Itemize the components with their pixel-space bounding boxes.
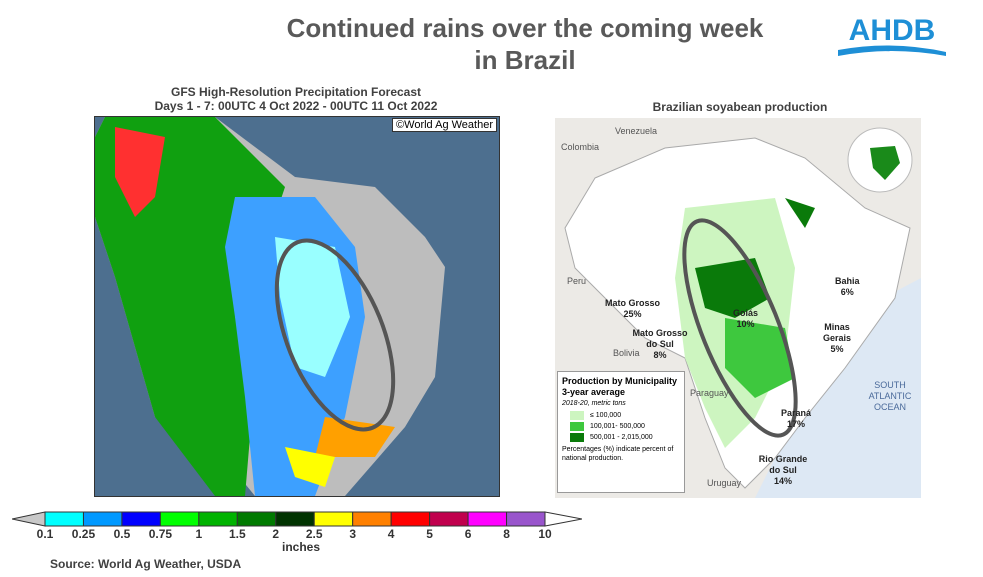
colorbar-segment: [236, 511, 277, 527]
state-pct: 5%: [830, 344, 844, 354]
legend-item: ≤ 100,000: [570, 411, 680, 420]
colorbar-tick-label: 2: [272, 527, 280, 541]
colorbar-tick-label: 5: [426, 527, 433, 541]
left-map-title-2: Days 1 - 7: 00UTC 4 Oct 2022 - 00UTC 11 …: [154, 99, 438, 113]
state-name: Mato Grosso do Sul: [632, 328, 688, 349]
legend-swatch: [570, 433, 584, 442]
colorbar-tick-label: 1: [195, 527, 203, 541]
colorbar-above-arrow: [544, 511, 582, 527]
legend-title: Production by Municipality 3-year averag…: [562, 376, 678, 397]
colorbar-segment: [159, 511, 200, 527]
state-name: Minas Gerais: [822, 322, 852, 343]
state-label: Minas Gerais 5%: [817, 322, 857, 355]
legend-item: 500,001 - 2,015,000: [570, 433, 680, 442]
colorbar-tick-label: 0.25: [71, 527, 96, 541]
precipitation-forecast-map: ©World Ag Weather: [94, 116, 500, 497]
legend-label: ≤ 100,000: [590, 412, 622, 419]
state-label: Paraná 17%: [781, 408, 811, 430]
state-label: Rio Grande do Sul 14%: [753, 454, 813, 487]
colorbar-tick-label: 6: [464, 527, 472, 541]
colorbar-unit: inches: [282, 540, 321, 554]
legend-item: 100,001- 500,000: [570, 422, 680, 431]
label-ocean: SOUTH ATLANTIC OCEAN: [868, 380, 912, 412]
watermark: ©World Ag Weather: [392, 118, 497, 132]
label-colombia: Colombia: [561, 142, 600, 152]
colorbar-segment: [82, 511, 123, 527]
colorbar-segment: [390, 511, 431, 527]
legend-label: 100,001- 500,000: [590, 423, 645, 430]
label-paraguay: Paraguay: [690, 388, 729, 398]
label-uruguay: Uruguay: [707, 478, 742, 488]
ahdb-logo: AHDB: [838, 14, 946, 56]
colorbar-segment: [44, 511, 84, 527]
state-pct: 17%: [787, 419, 806, 429]
label-venezuela: Venezuela: [615, 126, 658, 136]
state-pct: 10%: [736, 319, 755, 329]
state-name: Goiás: [733, 308, 759, 318]
precipitation-colorbar: [12, 511, 582, 527]
colorbar-below-arrow: [12, 511, 46, 527]
colorbar-segment: [429, 511, 469, 527]
state-name: Mato Grosso: [605, 298, 661, 308]
state-name: Rio Grande do Sul: [758, 454, 808, 475]
colorbar-segment: [121, 511, 161, 527]
title-line-2: in Brazil: [474, 45, 576, 75]
label-bolivia: Bolivia: [613, 348, 640, 358]
colorbar-tick-label: 0.75: [148, 527, 173, 541]
colorbar-tick-label: 10: [538, 527, 552, 541]
state-label: Mato Grosso 25%: [605, 298, 660, 320]
state-pct: 6%: [840, 287, 854, 297]
colorbar-segment: [352, 511, 392, 527]
colorbar-tick-label: 0.5: [113, 527, 131, 541]
colorbar-tick-label: 8: [503, 527, 510, 541]
production-legend: Production by Municipality 3-year averag…: [557, 371, 685, 493]
legend-note: Percentages (%) indicate percent of nati…: [562, 446, 674, 462]
state-pct: 25%: [623, 309, 642, 319]
colorbar-segment: [198, 511, 238, 527]
colorbar-tick-label: 0.1: [36, 527, 54, 541]
colorbar-segment: [506, 511, 546, 527]
state-label: Goiás 10%: [733, 308, 758, 330]
label-peru: Peru: [567, 276, 587, 286]
state-label: Bahia 6%: [835, 276, 860, 298]
source-note: Source: World Ag Weather, USDA: [50, 557, 242, 571]
right-map-title: Brazilian soyabean production: [652, 100, 828, 114]
left-map-title: GFS High-Resolution Precipitation Foreca…: [94, 85, 498, 113]
precip-map-graphic: [95, 117, 445, 496]
title-line-1: Continued rains over the coming week: [286, 13, 764, 43]
colorbar-tick-label: 3: [349, 527, 357, 541]
state-name: Paraná: [781, 408, 812, 418]
legend-swatch: [570, 411, 584, 420]
colorbar-segment: [467, 511, 508, 527]
legend-subtitle: 2018-20, metric tons: [562, 400, 626, 407]
state-label: Mato Grosso do Sul 8%: [627, 328, 693, 361]
colorbar-segment: [313, 511, 354, 527]
slide-title: Continued rains over the coming week in B…: [200, 12, 850, 76]
colorbar-tick-label: 2.5: [305, 527, 323, 541]
legend-label: 500,001 - 2,015,000: [590, 434, 653, 441]
state-pct: 14%: [773, 476, 792, 486]
colorbar-tick-label: 1.5: [228, 527, 246, 541]
colorbar-tick-label: 4: [387, 527, 395, 541]
soyabean-production-map: Venezuela Colombia Peru Bolivia Paraguay…: [555, 118, 921, 498]
state-name: Bahia: [835, 276, 860, 286]
svg-text:AHDB: AHDB: [849, 14, 936, 47]
legend-swatch: [570, 422, 584, 431]
state-pct: 8%: [653, 350, 667, 360]
left-map-title-1: GFS High-Resolution Precipitation Foreca…: [170, 85, 422, 99]
colorbar-segment: [275, 511, 315, 527]
